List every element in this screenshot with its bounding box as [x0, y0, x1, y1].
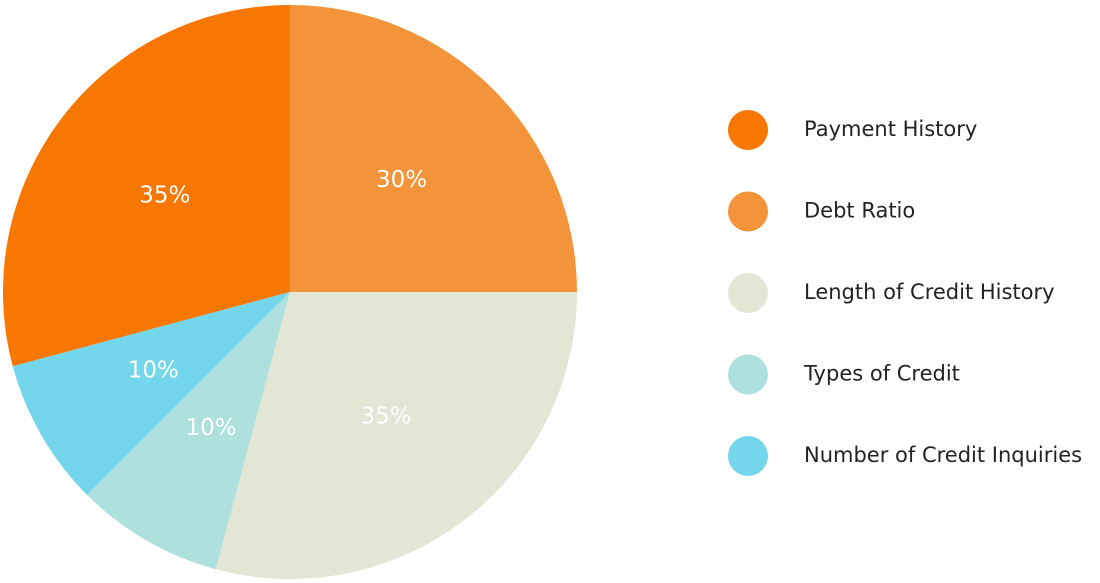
legend-label: Types of Credit: [803, 362, 960, 386]
legend-swatch: [728, 436, 768, 476]
legend-swatch: [728, 110, 768, 150]
legend-swatch: [728, 191, 768, 232]
pie-slice: [87, 292, 290, 570]
legend-label: Length of Credit History: [804, 280, 1055, 304]
legend-swatch: [728, 273, 768, 313]
pie-slice: [2, 5, 290, 367]
legend-label: Payment History: [804, 117, 977, 141]
pie-slice: [215, 292, 577, 579]
slice-label: 35%: [361, 404, 412, 430]
slice-label: 30%: [376, 167, 427, 193]
pie-slice: [12, 292, 290, 495]
legend-label: Debt Ratio: [804, 199, 915, 223]
slice-label: 10%: [128, 357, 179, 383]
slice-label: 10%: [186, 415, 237, 441]
slice-label: 35%: [139, 182, 190, 208]
legend-swatch: [728, 354, 768, 395]
pie-slice: [290, 5, 577, 292]
legend-label: Number of Credit Inquiries: [804, 443, 1082, 467]
